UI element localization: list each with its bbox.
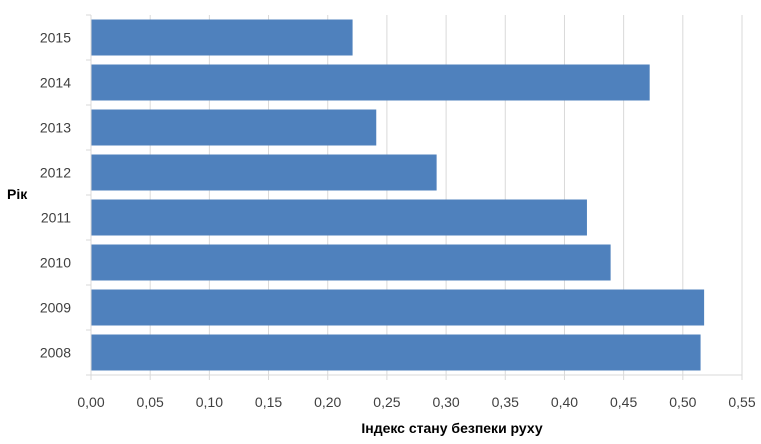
x-tick-label: 0,30 [432, 394, 459, 410]
y-tick-label: 2009 [40, 300, 71, 316]
x-tick-label: 0,50 [669, 394, 696, 410]
bar-2011 [91, 199, 587, 236]
bar-2015 [91, 19, 353, 56]
axes [86, 14, 743, 380]
axis-labels: 0,00 0,05 0,10 0,15 0,20 0,25 0,30 0,35 0,40 0,45… [40, 30, 756, 411]
y-tick-label: 2008 [40, 345, 71, 361]
x-tick-label: 0,40 [551, 394, 578, 410]
x-tick-label: 0,45 [610, 394, 637, 410]
bar-2014 [91, 64, 650, 101]
bar-2012 [91, 154, 437, 191]
x-tick-label: 0,00 [77, 394, 104, 410]
y-tick-label: 2011 [41, 210, 71, 226]
bar-2009 [91, 289, 705, 326]
y-tick-label: 2013 [40, 120, 71, 136]
x-tick-label: 0,15 [255, 394, 282, 410]
x-tick-label: 0,55 [728, 394, 755, 410]
y-axis-title: Рік [7, 186, 28, 202]
y-tick-label: 2010 [40, 255, 71, 271]
x-tick-label: 0,20 [314, 394, 341, 410]
bar-2013 [91, 109, 377, 146]
x-tick-label: 0,05 [137, 394, 164, 410]
y-tick-label: 2015 [40, 30, 71, 46]
x-tick-label: 0,10 [196, 394, 223, 410]
y-tick-label: 2012 [40, 165, 71, 181]
bar-2008 [91, 334, 701, 371]
bar-2010 [91, 244, 611, 281]
bars [91, 19, 705, 371]
x-tick-label: 0,35 [492, 394, 519, 410]
x-axis-title: Індекс стану безпеки руху [361, 420, 542, 436]
x-tick-label: 0,25 [373, 394, 400, 410]
y-tick-label: 2014 [40, 75, 71, 91]
